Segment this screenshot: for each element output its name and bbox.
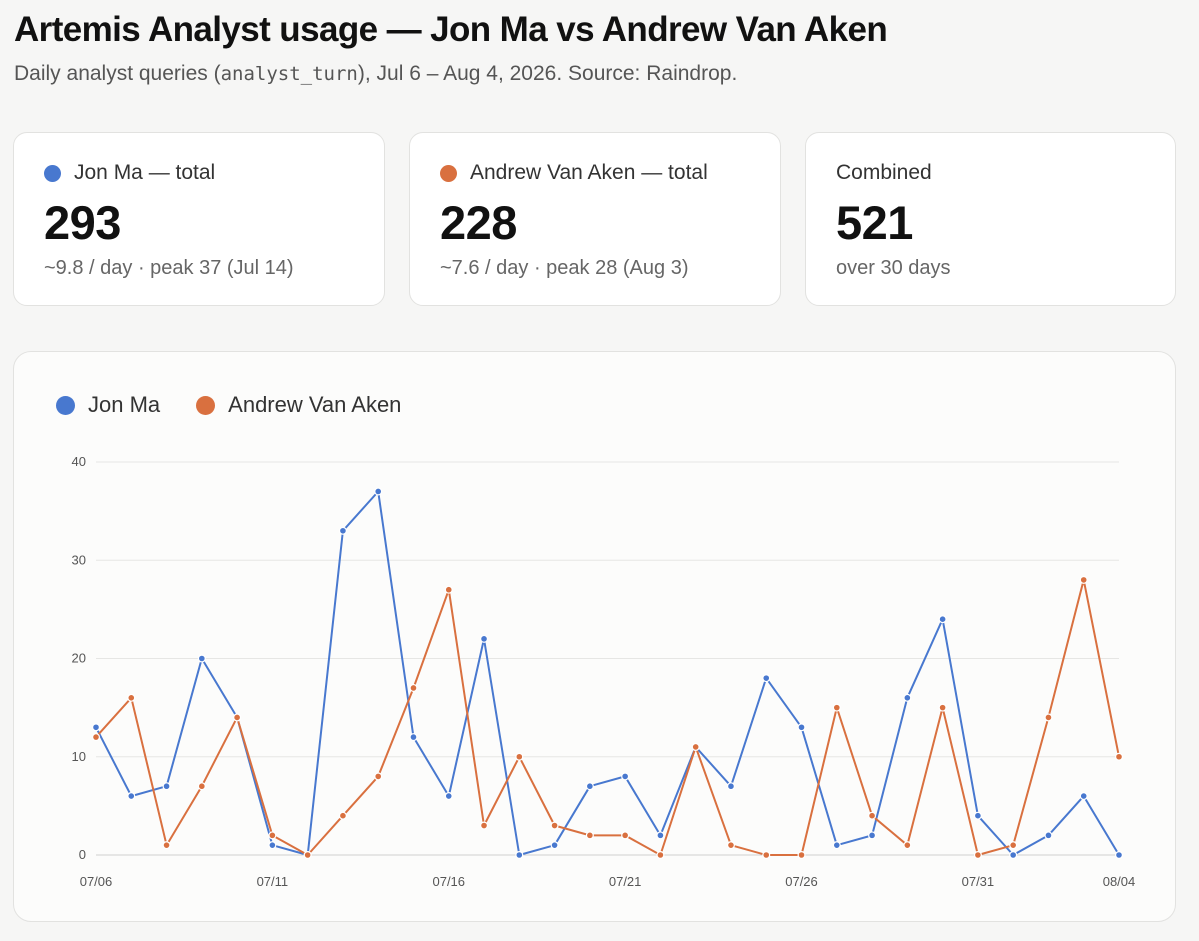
andrew-total-note: ~7.6 / day · peak 28 (Aug 3) — [440, 257, 689, 279]
data-point-andrew — [197, 782, 206, 791]
data-point-jon — [656, 831, 665, 840]
event-code: analyst_turn — [220, 63, 358, 85]
data-point-andrew — [233, 713, 242, 722]
data-point-jon — [585, 782, 594, 791]
andrew-total-label: Andrew Van Aken — total — [470, 161, 708, 184]
series-line-jon — [95, 490, 1120, 856]
data-point-andrew — [762, 851, 771, 860]
data-point-andrew — [268, 831, 277, 840]
data-point-andrew — [1114, 752, 1123, 761]
andrew-dot-icon — [440, 164, 457, 182]
data-point-jon — [1009, 851, 1018, 860]
data-point-jon — [726, 782, 735, 791]
page-subtitle: Daily analyst queries (analyst_turn), Ju… — [14, 62, 738, 85]
andrew-total-value: 228 — [440, 196, 517, 249]
y-tick-label: 40 — [72, 454, 86, 469]
chart-card: Jon Ma Andrew Van Aken 0 10 20 30 40 07/06 07/… — [13, 351, 1176, 922]
line-chart: 0 10 20 30 40 07/06 07/11 07/16 07/21 07/26 07/31 0… — [72, 454, 1136, 889]
legend-andrew-label: Andrew Van Aken — [228, 392, 402, 417]
data-point-jon — [1079, 792, 1088, 801]
legend-jon-dot-icon — [56, 395, 75, 415]
data-point-andrew — [303, 851, 312, 860]
jon-total-note: ~9.8 / day · peak 37 (Jul 14) — [44, 257, 294, 279]
x-tick-label: 07/21 — [609, 874, 642, 889]
data-point-jon — [1044, 831, 1053, 840]
data-point-jon — [515, 851, 524, 860]
y-tick-label: 30 — [72, 552, 86, 567]
data-point-andrew — [868, 811, 877, 820]
data-point-andrew — [1044, 713, 1053, 722]
data-point-jon — [444, 792, 453, 801]
legend-jon-label: Jon Ma — [88, 392, 161, 417]
data-point-andrew — [691, 742, 700, 751]
data-point-jon — [91, 723, 100, 732]
data-point-andrew — [515, 752, 524, 761]
jon-total-value: 293 — [44, 196, 121, 249]
data-point-andrew — [550, 821, 559, 830]
data-point-jon — [797, 723, 806, 732]
data-point-andrew — [726, 841, 735, 850]
data-point-andrew — [480, 821, 489, 830]
data-point-jon — [480, 634, 489, 643]
data-point-jon — [550, 841, 559, 850]
data-point-jon — [1114, 851, 1123, 860]
data-point-jon — [197, 654, 206, 663]
data-point-andrew — [1009, 841, 1018, 850]
data-point-andrew — [338, 811, 347, 820]
combined-value: 521 — [836, 196, 913, 249]
data-point-jon — [868, 831, 877, 840]
y-tick-label: 0 — [79, 847, 86, 862]
data-point-jon — [938, 615, 947, 624]
data-point-andrew — [127, 693, 136, 702]
data-point-andrew — [162, 841, 171, 850]
data-point-andrew — [973, 851, 982, 860]
data-point-jon — [832, 841, 841, 850]
legend-item-jon[interactable]: Jon Ma — [56, 392, 160, 418]
data-point-andrew — [374, 772, 383, 781]
data-point-jon — [162, 782, 171, 791]
data-point-jon — [374, 487, 383, 496]
series-line-andrew — [95, 578, 1120, 856]
data-point-andrew — [621, 831, 630, 840]
y-tick-label: 10 — [72, 749, 86, 764]
data-point-jon — [127, 792, 136, 801]
data-point-andrew — [1079, 575, 1088, 584]
x-tick-label: 07/11 — [257, 874, 289, 889]
data-point-jon — [903, 693, 912, 702]
x-tick-label: 07/16 — [432, 874, 465, 889]
data-point-andrew — [797, 851, 806, 860]
data-point-andrew — [585, 831, 594, 840]
data-point-andrew — [91, 733, 100, 742]
x-tick-label: 07/06 — [80, 874, 113, 889]
jon-total-card: Jon Ma — total 293 ~9.8 / day · peak 37 … — [13, 132, 385, 306]
data-point-jon — [338, 526, 347, 535]
chart-legend: Jon Ma Andrew Van Aken — [56, 392, 437, 418]
page-title: Artemis Analyst usage — Jon Ma vs Andrew… — [14, 10, 888, 49]
andrew-total-card: Andrew Van Aken — total 228 ~7.6 / day ·… — [409, 132, 781, 306]
combined-label: Combined — [836, 161, 932, 184]
x-tick-label: 08/04 — [1103, 874, 1136, 889]
data-point-jon — [973, 811, 982, 820]
data-point-jon — [762, 674, 771, 683]
x-tick-label: 07/31 — [962, 874, 995, 889]
data-point-andrew — [656, 851, 665, 860]
combined-note: over 30 days — [836, 257, 951, 279]
data-point-andrew — [409, 683, 418, 692]
data-point-jon — [409, 733, 418, 742]
data-point-andrew — [444, 585, 453, 594]
data-point-jon — [268, 841, 277, 850]
data-point-andrew — [938, 703, 947, 712]
jon-dot-icon — [44, 164, 61, 182]
data-point-jon — [621, 772, 630, 781]
legend-andrew-dot-icon — [196, 395, 216, 415]
data-point-andrew — [903, 841, 912, 850]
x-tick-label: 07/26 — [785, 874, 818, 889]
combined-total-card: Combined 521 over 30 days — [805, 132, 1176, 306]
y-tick-label: 20 — [72, 651, 86, 666]
legend-item-andrew[interactable]: Andrew Van Aken — [196, 392, 401, 418]
data-point-andrew — [832, 703, 841, 712]
jon-total-label: Jon Ma — total — [74, 161, 216, 184]
